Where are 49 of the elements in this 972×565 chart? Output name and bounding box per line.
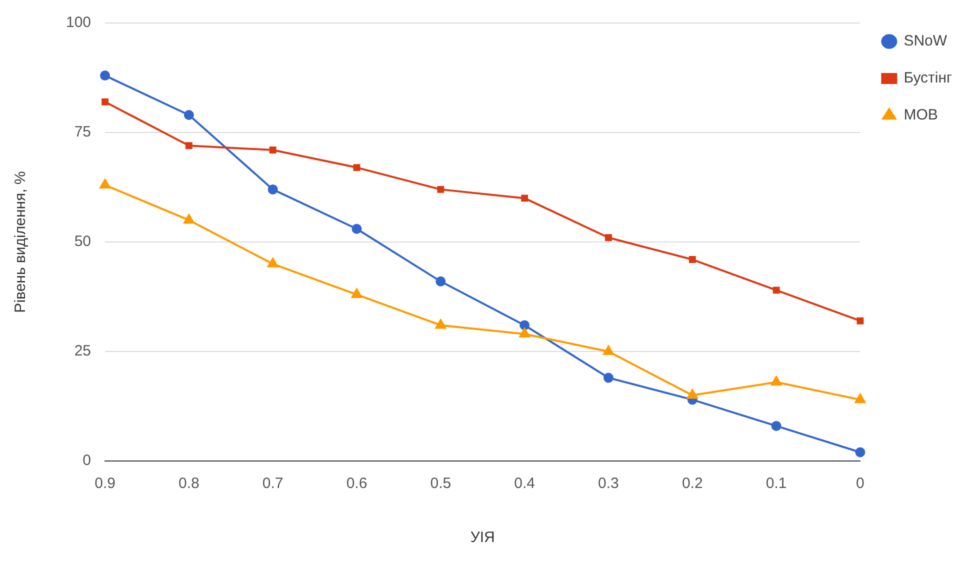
point (855, 447, 866, 458)
x-tick-label: 0.1 (766, 475, 787, 492)
y-tick-label: 100 (66, 14, 92, 32)
point (521, 194, 528, 202)
x-tick-label: 0 (856, 475, 864, 492)
y-tick-label: 75 (74, 124, 92, 141)
point (100, 70, 110, 81)
point (519, 328, 530, 338)
point (688, 256, 696, 263)
point (184, 214, 194, 224)
point (269, 146, 276, 154)
point (268, 258, 278, 268)
y-tick-label: 50 (74, 233, 92, 250)
point (772, 286, 780, 294)
x-tick-label: 0.9 (94, 475, 116, 492)
point (770, 376, 782, 386)
point (436, 276, 446, 286)
point (353, 164, 360, 172)
point (603, 346, 614, 355)
point (351, 288, 362, 298)
point (605, 234, 612, 242)
point (854, 394, 866, 404)
point (856, 317, 864, 324)
point (352, 224, 362, 234)
point (520, 320, 530, 330)
point (771, 420, 782, 431)
y-tick-label: 25 (74, 342, 92, 360)
x-tick-label: 0.2 (682, 475, 703, 492)
point (268, 184, 278, 194)
x-tick-label: 0.3 (598, 475, 619, 492)
x-tick-label: 0.4 (514, 475, 535, 492)
point (100, 179, 110, 189)
x-tick-label: 0.7 (262, 475, 284, 492)
point (435, 319, 446, 329)
point (437, 186, 444, 193)
x-tick-label: 0.6 (346, 475, 368, 492)
legend-label: МОВ (904, 106, 938, 124)
legend-label: SNoW (904, 32, 948, 50)
x-axis-title: УІЯ (470, 529, 495, 546)
point (185, 142, 192, 150)
y-tick-label: 0 (82, 452, 92, 470)
x-tick-label: 0.5 (430, 475, 452, 492)
point (102, 98, 108, 106)
legend-label: Бустінг (904, 70, 953, 87)
point (603, 372, 614, 383)
point (687, 389, 698, 399)
point (184, 110, 194, 120)
y-axis-title: Рівень виділення, % (12, 171, 30, 313)
x-tick-label: 0.8 (178, 475, 200, 492)
